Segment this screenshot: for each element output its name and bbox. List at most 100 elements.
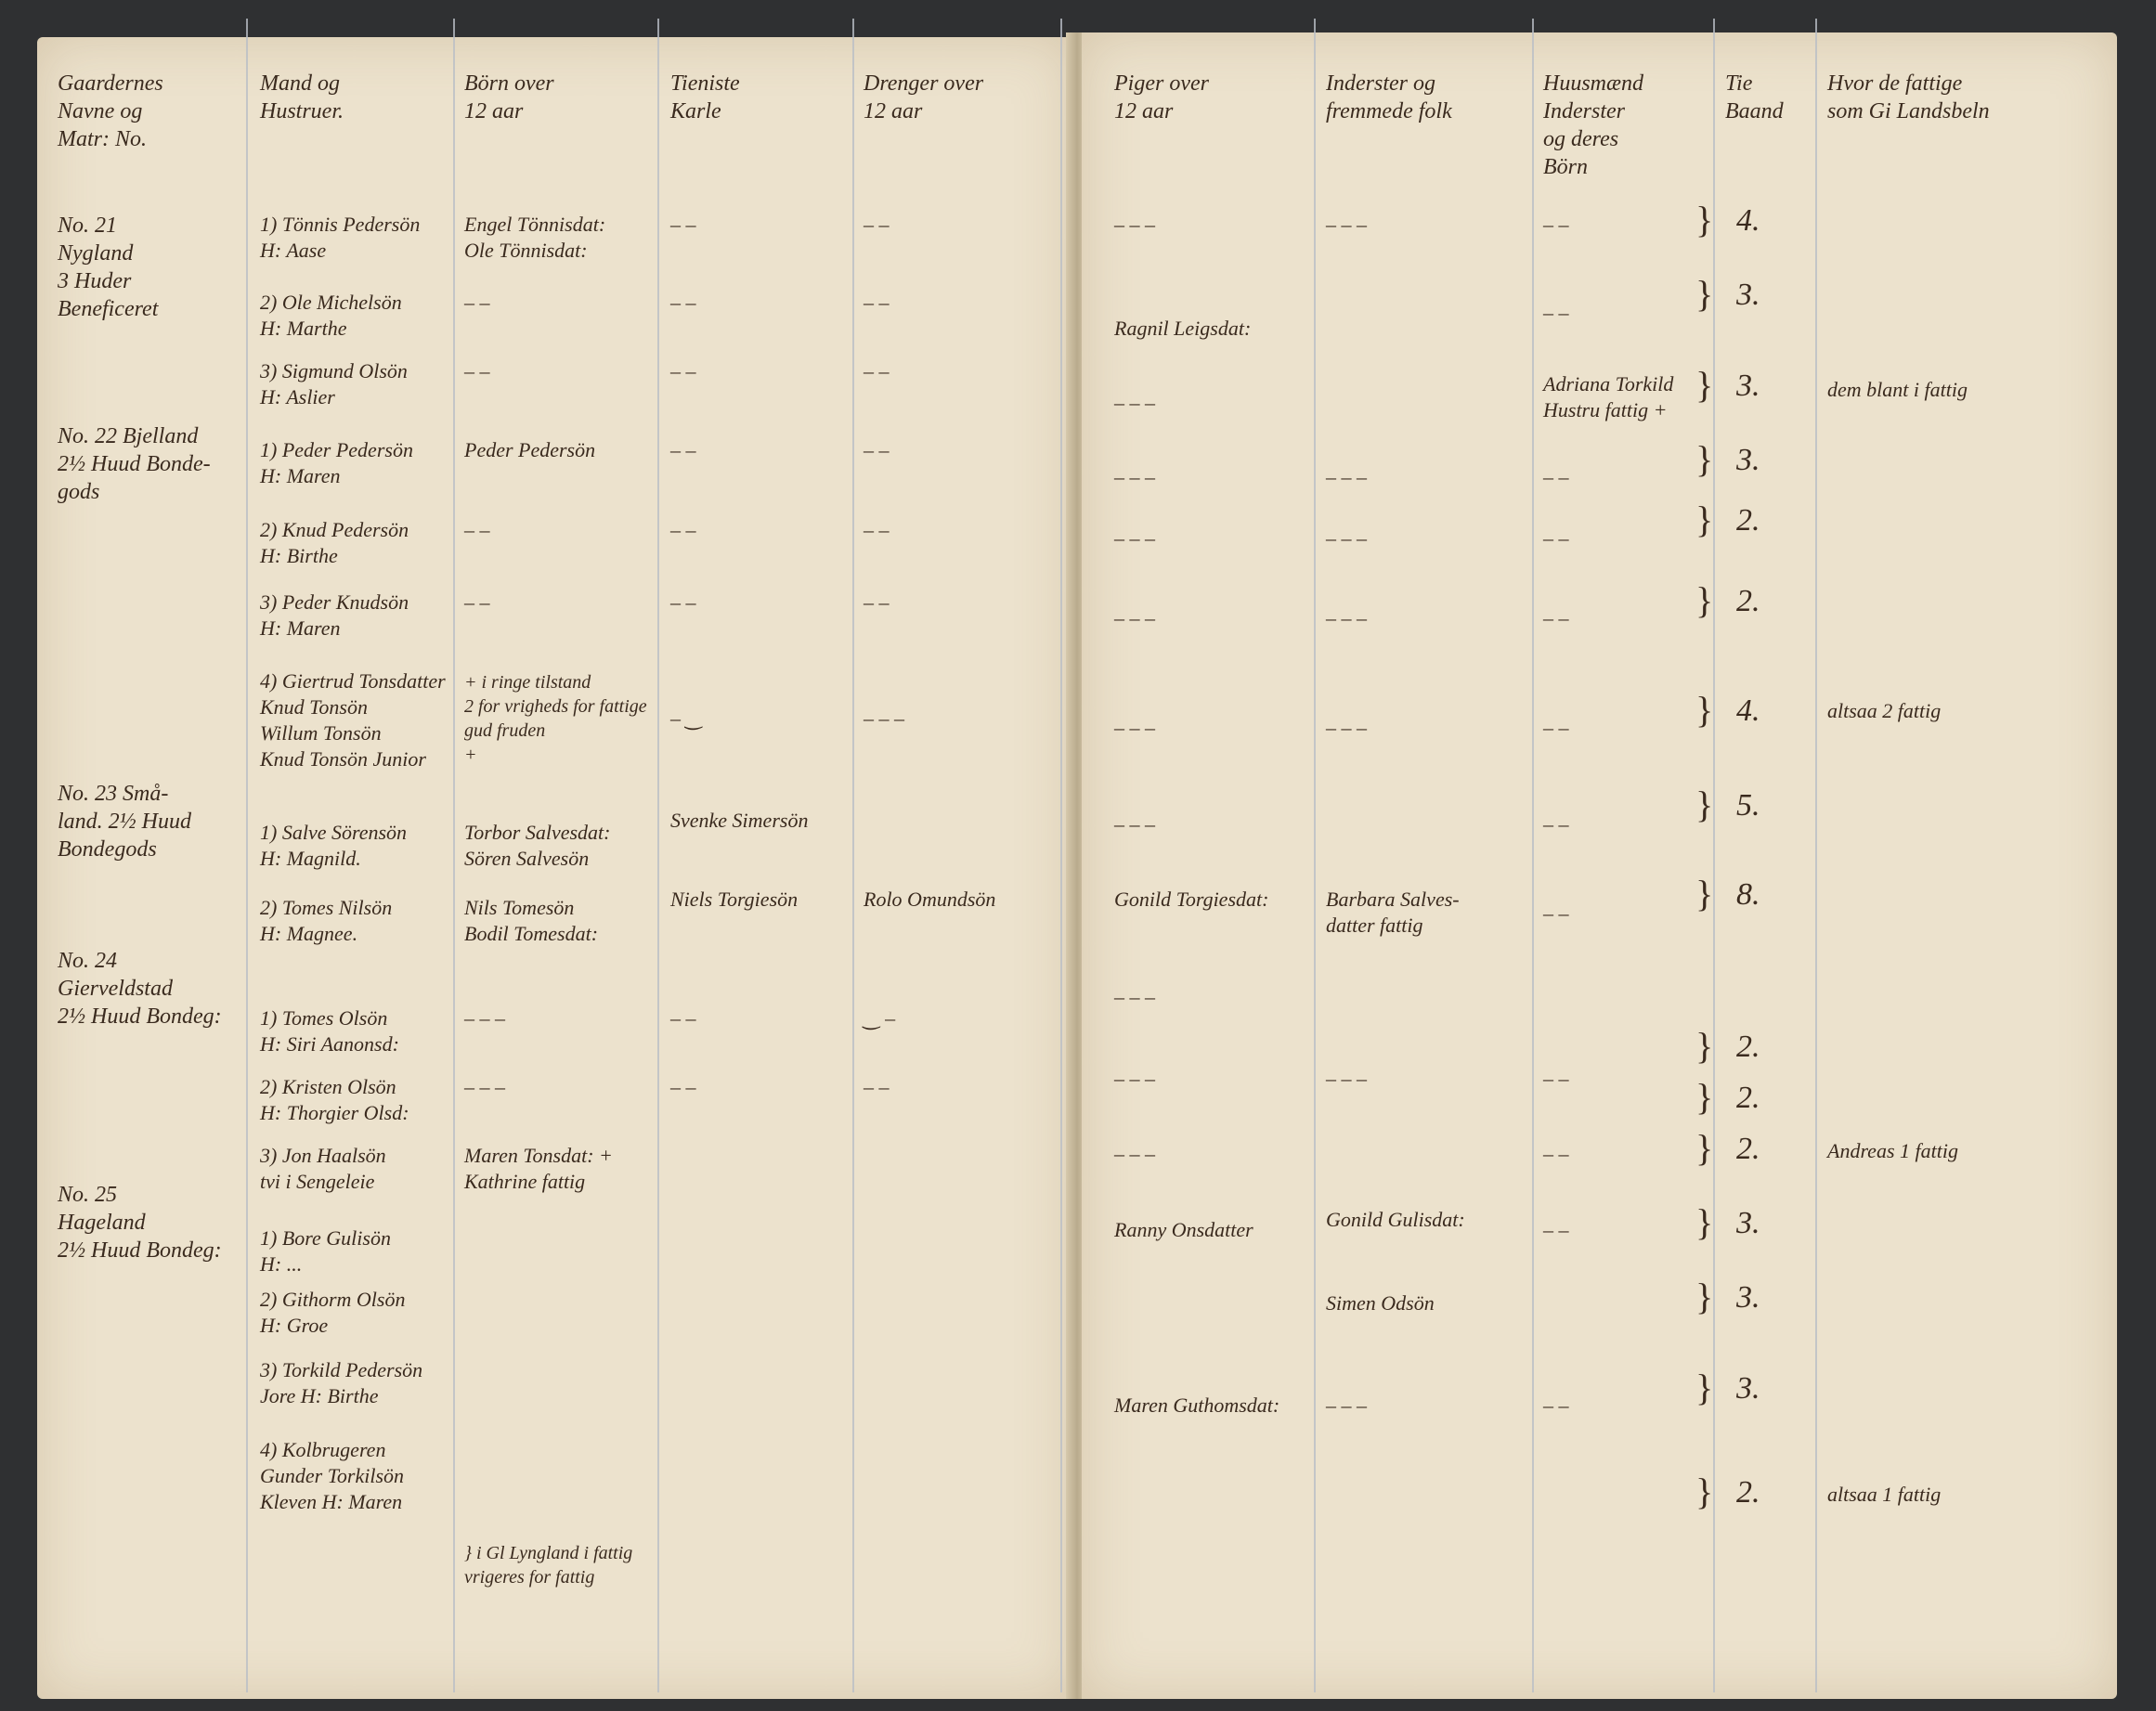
brace-mark: } (1695, 1025, 1714, 1067)
household-entry: 2) Knud Pedersön H: Birthe (260, 518, 409, 567)
child-entry: } i Gl Lyngland i fattig vrigeres for fa… (464, 1543, 633, 1588)
column-header: Gaardernes Navne og Matr: No. (58, 71, 163, 151)
boy-entry: – – – (864, 706, 904, 730)
household-entry: 2) Ole Michelsön H: Marthe (260, 291, 402, 340)
girl-entry: Gonild Torgiesdat: (1114, 888, 1269, 911)
child-entry: – – (464, 518, 490, 541)
brace-mark: } (1695, 273, 1714, 315)
girl-entry: – – – (1114, 985, 1155, 1008)
poor-note: dem blant i fattig (1827, 378, 1968, 401)
brace-mark: } (1695, 784, 1714, 825)
boy-entry: – – (864, 213, 890, 236)
left-page (37, 37, 1072, 1699)
column-header: Drenger over 12 aar (864, 71, 984, 123)
girl-entry: – – – (1114, 812, 1155, 836)
child-entry: Maren Tonsdat: + Kathrine fattig (464, 1144, 613, 1193)
column-header: Inderster og fremmede folk (1326, 71, 1452, 123)
count-entry: 4. (1736, 693, 1760, 728)
lodger-entry: – – – (1326, 526, 1367, 550)
boy-entry: – – (864, 518, 890, 541)
child-entry: – – (464, 590, 490, 614)
lodger-entry: – – – (1326, 716, 1367, 739)
farm-entry: No. 21 Nygland 3 Huder Beneficeret (58, 214, 159, 321)
cottager-entry: – – (1543, 1393, 1569, 1417)
lodger-entry: – – – (1326, 606, 1367, 629)
column-rule (852, 19, 854, 1692)
household-entry: 1) Bore Gulisön H: ... (260, 1226, 391, 1276)
boy-entry: – – (864, 438, 890, 461)
poor-note: altsaa 2 fattig (1827, 699, 1942, 722)
boy-entry: ‿ – (864, 1006, 896, 1030)
household-entry: 3) Sigmund Olsön H: Aslier (260, 359, 408, 408)
count-entry: 3. (1736, 443, 1760, 477)
household-entry: 3) Jon Haalsön tvi i Sengeleie (260, 1144, 386, 1193)
column-header: Tie Baand (1725, 71, 1784, 123)
count-entry: 2. (1736, 1081, 1760, 1115)
count-entry: 3. (1736, 1206, 1760, 1240)
household-entry: 1) Tomes Olsön H: Siri Aanonsd: (260, 1006, 399, 1056)
count-entry: 2. (1736, 1132, 1760, 1166)
column-rule (1713, 19, 1715, 1692)
cottager-entry: – – (1543, 716, 1569, 739)
child-entry: Torbor Salvesdat: Sören Salvesön (464, 821, 611, 870)
brace-mark: } (1695, 1276, 1714, 1317)
boy-entry: – – (864, 1075, 890, 1098)
girl-entry: – – – (1114, 465, 1155, 488)
servant-entry: – – (670, 213, 696, 236)
girl-entry: Ragnil Leigsdat: (1114, 317, 1252, 340)
boy-entry: – – (864, 291, 890, 314)
brace-mark: } (1695, 579, 1714, 621)
household-entry: 1) Peder Pedersön H: Maren (260, 438, 413, 487)
column-rule (246, 19, 248, 1692)
cottager-entry: – – (1543, 465, 1569, 488)
child-entry: – – – (464, 1006, 505, 1030)
column-rule (453, 19, 455, 1692)
column-rule (1532, 19, 1534, 1692)
brace-mark: } (1695, 689, 1714, 731)
household-entry: 3) Torkild Pedersön Jore H: Birthe (260, 1358, 423, 1407)
child-entry: – – – (464, 1075, 505, 1098)
servant-entry: – – (670, 518, 696, 541)
farm-entry: No. 23 Små- land. 2½ Huud Bondegods (58, 782, 191, 862)
brace-mark: } (1695, 1127, 1714, 1169)
count-entry: 2. (1736, 584, 1760, 618)
servant-entry: Niels Torgiesön (670, 888, 799, 911)
servant-entry: – – (670, 1006, 696, 1030)
brace-mark: } (1695, 1201, 1714, 1243)
count-entry: 2. (1736, 1030, 1760, 1064)
lodger-entry: Gonild Gulisdat: (1326, 1208, 1465, 1231)
count-entry: 8. (1736, 877, 1760, 912)
household-entry: 1) Tönnis Pedersön H: Aase (260, 213, 421, 262)
girl-entry: – – – (1114, 213, 1155, 236)
cottager-entry: – – (1543, 606, 1569, 629)
cottager-entry: – – (1543, 1067, 1569, 1090)
child-entry: Peder Pedersön (464, 438, 596, 461)
column-header: Huusmænd Inderster og deres Börn (1543, 71, 1644, 179)
brace-mark: } (1695, 499, 1714, 540)
column-rule (1314, 19, 1316, 1692)
lodger-entry: Barbara Salves- datter fattig (1326, 888, 1460, 937)
servant-entry: – – (670, 438, 696, 461)
brace-mark: } (1695, 1367, 1714, 1408)
servant-entry: – – (670, 590, 696, 614)
cottager-entry: Adriana Torkild Hustru fattig + (1543, 372, 1674, 421)
farm-entry: No. 22 Bjelland 2½ Huud Bonde- gods (58, 424, 211, 504)
lodger-entry: Simen Odsön (1326, 1291, 1435, 1315)
column-header: Börn over 12 aar (464, 71, 554, 123)
household-entry: 4) Giertrud Tonsdatter Knud Tonsön Willu… (260, 669, 446, 771)
farm-entry: No. 24 Gierveldstad 2½ Huud Bondeg: (58, 949, 222, 1029)
count-entry: 5. (1736, 788, 1760, 823)
household-entry: 2) Tomes Nilsön H: Magnee. (260, 896, 393, 945)
household-entry: 2) Kristen Olsön H: Thorgier Olsd: (260, 1075, 409, 1124)
count-entry: 3. (1736, 369, 1760, 403)
column-rule (1815, 19, 1817, 1692)
brace-mark: } (1695, 438, 1714, 480)
girl-entry: Maren Guthomsdat: (1114, 1393, 1280, 1417)
column-rule (1060, 19, 1062, 1692)
cottager-entry: – – (1543, 213, 1569, 236)
girl-entry: – – – (1114, 606, 1155, 629)
count-entry: 3. (1736, 278, 1760, 312)
servant-entry: – – (670, 291, 696, 314)
servant-entry: – ‿ (670, 706, 703, 730)
right-page (1082, 32, 2117, 1699)
